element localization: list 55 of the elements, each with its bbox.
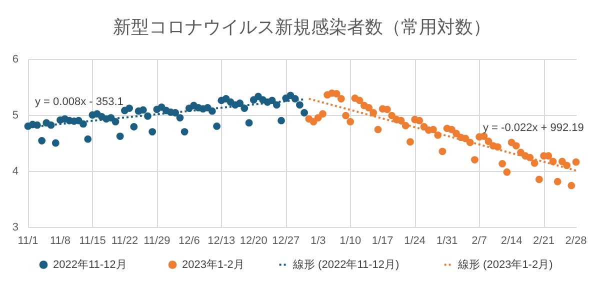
x-tick-label: 12/20 (240, 235, 268, 247)
x-tick-label: 2/21 (533, 235, 554, 247)
point (484, 138, 492, 146)
point (512, 142, 520, 150)
x-tick-label: 11/22 (111, 235, 138, 247)
point (319, 110, 326, 118)
x-tick-label: 1/17 (372, 235, 394, 247)
legend-label: 2023年1-2月 (182, 258, 244, 271)
point (535, 176, 543, 184)
x-tick-label: 1/24 (404, 235, 426, 247)
point (406, 138, 414, 146)
chart-title: 新型コロナウイルス新規感染者数（常用対数） (113, 17, 491, 37)
point (342, 112, 350, 120)
y-tick-label: 3 (12, 222, 18, 234)
point (356, 96, 364, 104)
x-tick-label: 1/31 (436, 235, 458, 247)
annotation: y = 0.008x - 353.1 (35, 96, 124, 108)
y-tick-label: 6 (12, 54, 18, 66)
point (374, 126, 382, 134)
point (480, 132, 488, 140)
point (332, 90, 340, 98)
y-tick-label: 5 (12, 110, 18, 122)
x-tick-label: 2/28 (565, 235, 587, 247)
point (494, 143, 502, 151)
x-tick-label: 11/29 (144, 235, 170, 247)
legend-label: 線形 (2022年11-12月) (292, 258, 400, 271)
point (470, 156, 478, 164)
x-tick-label: 1/10 (340, 235, 362, 247)
point (438, 148, 446, 156)
point (365, 104, 372, 112)
y-tick-label: 4 (12, 166, 18, 178)
x-tick-label: 1/3 (310, 235, 326, 247)
point (498, 160, 506, 168)
legend-label: 線形 (2023年1-2月) (457, 258, 553, 271)
point (416, 116, 424, 124)
point (563, 162, 570, 170)
x-tick-label: 2/7 (472, 235, 487, 247)
point (572, 158, 580, 166)
point (337, 95, 345, 102)
annotation: y = -0.022x + 992.19 (483, 122, 584, 134)
point (370, 109, 378, 116)
point (503, 168, 511, 176)
point (530, 159, 538, 167)
x-tick-label: 2/14 (500, 235, 522, 247)
x-tick-label: 12/13 (208, 235, 236, 247)
legend-label: 2022年11-12月 (53, 258, 127, 271)
x-tick-label: 11/1 (18, 235, 38, 247)
x-tick-label: 12/27 (272, 235, 300, 247)
point (568, 182, 576, 190)
x-tick-label: 11/15 (79, 235, 106, 247)
point (346, 118, 354, 126)
x-tick-label: 11/8 (50, 235, 71, 247)
point (310, 118, 318, 126)
x-tick-label: 12/6 (178, 235, 200, 247)
point (554, 178, 562, 186)
